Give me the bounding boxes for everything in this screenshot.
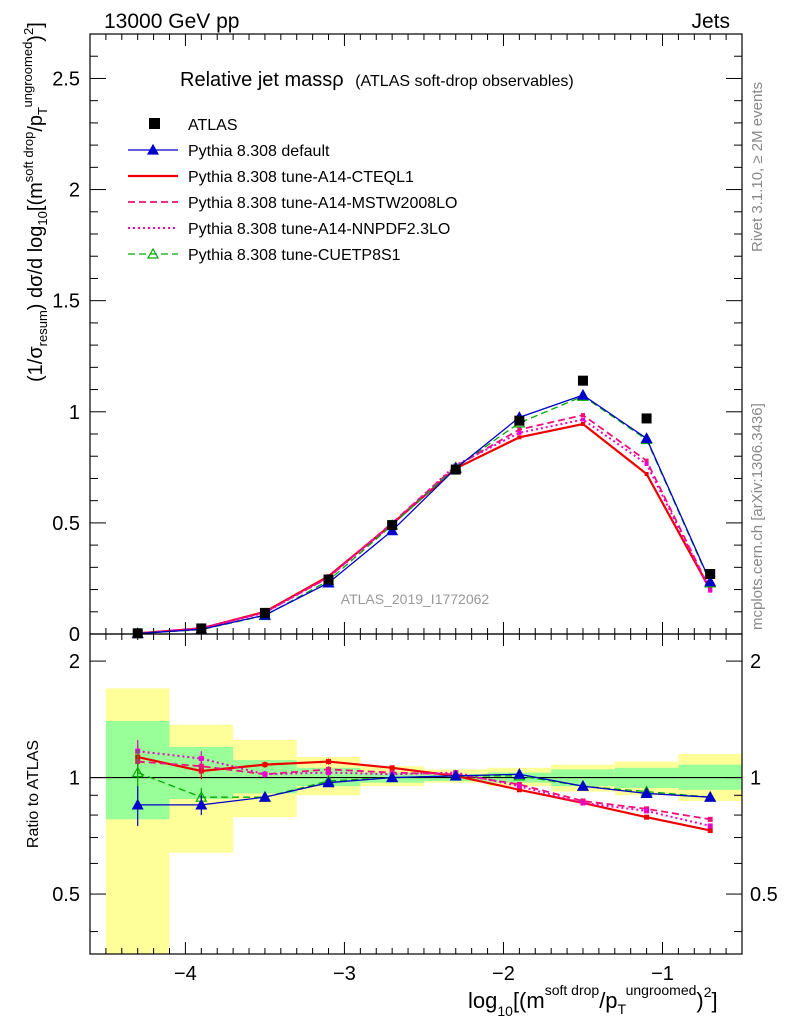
ratio-point: [131, 798, 144, 810]
y-tick-label: 0.5: [52, 513, 80, 535]
y-tick-label: 2.5: [52, 68, 80, 90]
analysis-tag: ATLAS_2019_I1772062: [341, 591, 490, 607]
ratio-point: [258, 790, 271, 802]
atlas-data-point: [323, 574, 334, 585]
legend-marker-4: [146, 247, 160, 259]
chart-title: Relative jet massρ (ATLAS soft-drop obse…: [180, 69, 574, 91]
series-point: [517, 435, 522, 440]
ratio-point: [644, 814, 650, 820]
ratio-point: [707, 827, 713, 833]
x-tick-label: −2: [492, 963, 515, 985]
ratio-line-2: [137, 760, 711, 821]
y-tick-label: 1.5: [52, 291, 80, 313]
atlas-data-point: [387, 520, 398, 531]
ratio-bands: [105, 688, 742, 954]
x-tick-label: −3: [333, 963, 356, 985]
ratio-y-tick-label-right: 1: [750, 768, 761, 790]
ratio-point: [644, 808, 650, 814]
legend-marker-0: [146, 143, 160, 155]
ratio-point: [449, 769, 462, 781]
legend: ATLAS Pythia 8.308 default Pythia 8.308 tu…: [128, 117, 457, 264]
series-point: [644, 462, 649, 466]
y-axis-label-top: (1/σresum) dσ/d log10[(msoft drop/pTungr…: [20, 22, 50, 382]
ratio-point: [707, 823, 713, 829]
ratio-point: [198, 756, 204, 762]
legend-label-4: Pythia 8.308 tune-CUETP8S1: [188, 247, 401, 264]
ratio-y-tick-label: 2: [69, 651, 80, 673]
ratio-point: [640, 787, 653, 799]
atlas-data-point: [705, 569, 716, 579]
ratio-plot: −4 −3 −2 −1 0.5 0.5 1 1 2 2: [52, 633, 778, 985]
series-line-0: [137, 394, 711, 635]
series-point: [708, 588, 713, 593]
ratio-point: [576, 779, 589, 791]
series-point: [644, 458, 649, 463]
ratio-point: [386, 771, 399, 783]
header-left: 13000 GeV pp: [104, 10, 239, 33]
chart-title-sub: (ATLAS soft-drop observables): [355, 73, 573, 90]
legend-label-atlas: ATLAS: [188, 117, 238, 134]
x-axis-label: log10[(msoft drop/pTungroomed)2]: [468, 982, 718, 1019]
series-point: [576, 388, 589, 400]
ratio-point: [513, 768, 526, 779]
ratio-point: [322, 776, 335, 788]
ratio-y-tick-label: 1: [69, 768, 80, 790]
ratio-point: [326, 759, 332, 765]
legend-label-3: Pythia 8.308 tune-A14-NNPDF2.3LO: [188, 221, 450, 238]
ratio-line-1: [137, 755, 711, 832]
atlas-data-point: [514, 415, 525, 426]
ratio-plot-frame: [89, 633, 743, 955]
x-tick-label: −1: [651, 963, 674, 985]
ratio-point: [326, 770, 332, 776]
atlas-data-point: [577, 375, 588, 386]
series-point: [517, 427, 522, 432]
ratio-point: [707, 816, 713, 822]
ratio-point: [516, 783, 522, 789]
ratio-y-tick-label-right: 2: [750, 651, 761, 673]
y-tick-label: 2: [69, 180, 80, 202]
ratio-point: [195, 798, 208, 810]
ratio-point: [262, 771, 268, 777]
chart-title-main: Relative jet massρ: [180, 69, 344, 91]
header-right: Jets: [691, 10, 730, 33]
ratio-point: [516, 787, 522, 793]
series-point: [580, 422, 585, 426]
y-tick-label: 1: [69, 402, 80, 424]
y-axis-label-ratio: Ratio to ATLAS: [25, 740, 42, 848]
series-point: [640, 432, 653, 444]
atlas-data-point: [450, 464, 461, 475]
series-point: [704, 575, 717, 587]
series-line-4: [137, 395, 711, 634]
atlas-data-point: [641, 413, 652, 424]
side-text-rivet: Rivet 3.1.10, ≥ 2M events: [749, 82, 766, 252]
ratio-point: [704, 790, 717, 802]
legend-label-0: Pythia 8.308 default: [188, 143, 330, 160]
legend-label-1: Pythia 8.308 tune-A14-CTEQL1: [188, 169, 414, 186]
series-line-3: [137, 418, 712, 635]
series-point: [386, 524, 399, 536]
ratio-y-tick-label-right: 0.5: [750, 884, 778, 906]
ratio-point: [580, 800, 586, 806]
legend-label-2: Pythia 8.308 tune-A14-MSTW2008LO: [188, 195, 457, 212]
ratio-point: [131, 766, 144, 778]
series-point: [580, 413, 585, 418]
series-point: [517, 430, 522, 435]
series-point: [580, 417, 585, 422]
series-point: [644, 472, 649, 476]
y-tick-label: 0: [69, 624, 80, 646]
legend-marker-atlas: [149, 118, 160, 129]
main-plot: 0 0.5 1 1.5 2 2.5: [52, 33, 743, 646]
side-text-site: mcplots.cern.ch [arXiv:1306.3436]: [749, 403, 766, 630]
ratio-point: [389, 765, 395, 771]
ratio-line-3: [137, 750, 711, 827]
ratio-y-tick-label: 0.5: [52, 884, 80, 906]
atlas-data-point: [259, 607, 270, 618]
ratio-point: [262, 762, 268, 768]
ratio-line-0: [137, 773, 711, 806]
x-tick-label: −4: [174, 963, 197, 985]
